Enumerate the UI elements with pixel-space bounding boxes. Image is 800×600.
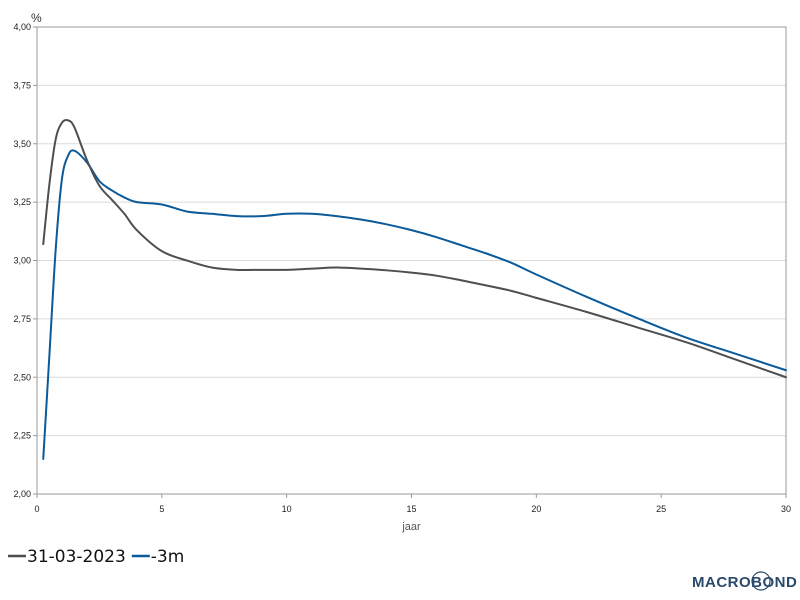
y-tick-label: 3,25 xyxy=(13,197,31,207)
y-tick-label: 2,00 xyxy=(13,489,31,499)
series-line xyxy=(42,118,787,379)
x-tick-label: 5 xyxy=(159,504,164,514)
legend: 31-03-2023 -3m xyxy=(8,547,184,567)
y-tick-label: 2,75 xyxy=(13,314,31,324)
series-lines xyxy=(42,118,787,460)
x-axis-ticks: 0 5 10 15 20 25 30 xyxy=(34,494,791,514)
x-tick-label: 25 xyxy=(656,504,666,514)
logo-ring-icon xyxy=(751,571,771,591)
y-tick-label: 3,75 xyxy=(13,80,31,90)
gridlines xyxy=(37,84,786,437)
x-tick-label: 10 xyxy=(282,504,292,514)
legend-label: 31-03-2023 xyxy=(27,547,126,567)
legend-label: -3m xyxy=(151,547,185,567)
logo-text: MACROBOND xyxy=(692,574,797,591)
y-axis-ticks: 2,00 2,25 2,50 2,75 3,00 3,25 3,50 3,75 4,00 xyxy=(13,22,37,499)
x-tick-label: 30 xyxy=(781,504,791,514)
series-line xyxy=(42,149,787,460)
y-tick-label: 3,50 xyxy=(13,139,31,149)
x-tick-label: 20 xyxy=(531,504,541,514)
y-tick-label: 2,50 xyxy=(13,372,31,382)
y-tick-label: 4,00 xyxy=(13,22,31,32)
macrobond-logo: MACROBOND xyxy=(692,571,797,591)
x-axis-title: jaar xyxy=(401,521,421,533)
y-tick-label: 2,25 xyxy=(13,431,31,441)
y-unit-label: % xyxy=(31,11,42,25)
x-tick-label: 15 xyxy=(406,504,416,514)
y-tick-label: 3,00 xyxy=(13,256,31,266)
x-tick-label: 0 xyxy=(34,504,39,514)
